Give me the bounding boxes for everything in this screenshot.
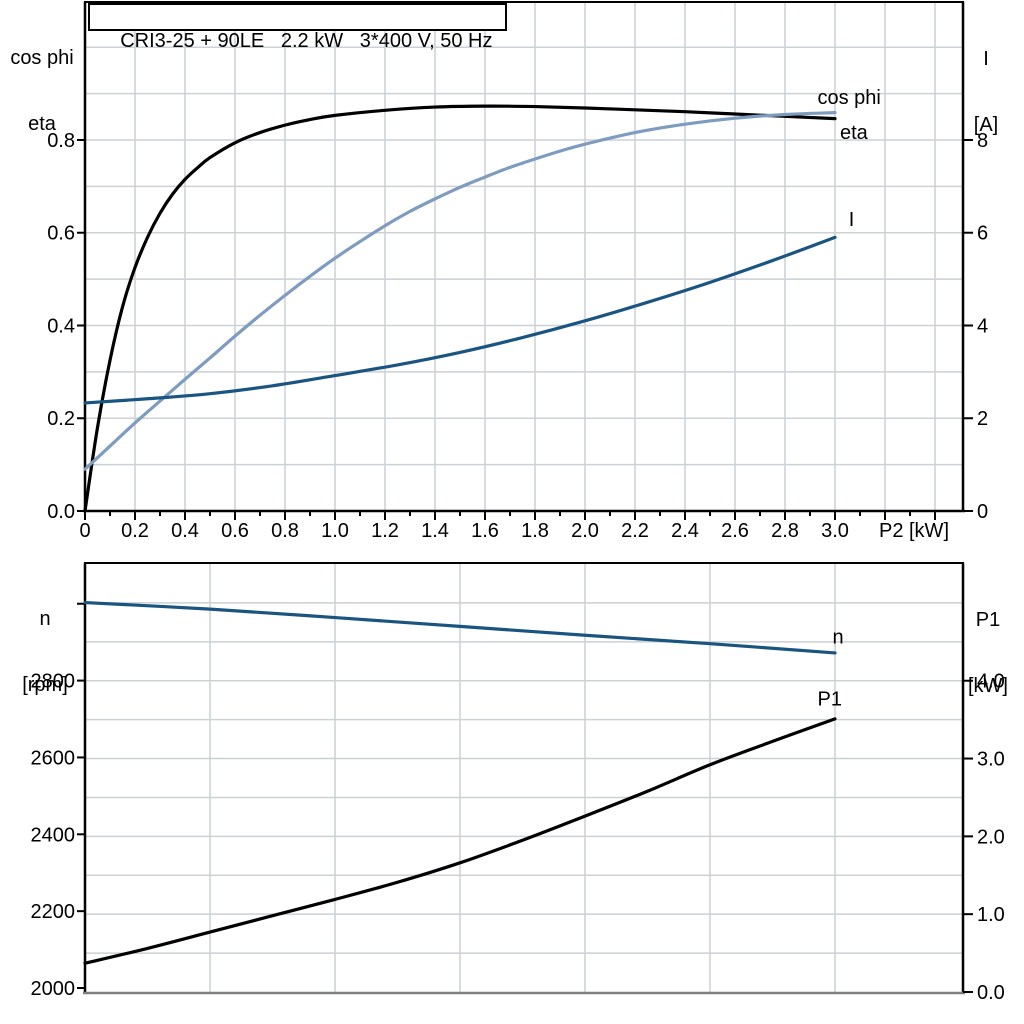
right-axis-tick-label: 4.0 [977,671,1005,693]
x-axis-tick-label: 2.2 [621,520,649,542]
x-axis-tick-label: 2.6 [721,520,749,542]
bottom-panel-frame [83,562,965,995]
bottom-panel: 2000 2200 2400 2600 2800 0.0 1.0 2.0 3.0 4.0 n P1 [31,562,1005,1004]
top-panel-ticks: 0.0 0.2 0.4 0.6 0.8 0 2 4 6 8 0 0.2 0.4 0.6 0.8 1.0 1.2 1… [47,130,988,542]
left-axis-tick-label: 2600 [31,747,76,769]
top-panel-left-axis-title: cos phi eta [4,3,80,179]
left-axis-tick-label: 0.8 [47,130,75,152]
top-panel-frame [83,1,965,513]
x-axis-tick-label: 0.8 [271,520,299,542]
axis-title-line: n [39,608,51,630]
x-axis-tick-label: 0 [79,520,90,542]
right-axis-tick-label: 4 [977,315,988,337]
curve-I [83,235,837,405]
x-axis-tick-label: 3.0 [821,520,849,542]
curve-cos-phi [83,111,837,471]
bottom-panel-ticks: 2000 2200 2400 2600 2800 0.0 1.0 2.0 3.0 4.0 [31,602,1005,1004]
chart-title: CRI3-25 + 90LE 2.2 kW 3*400 V, 50 Hz [120,30,493,52]
x-axis-tick-label: 0.6 [221,520,249,542]
right-axis-tick-label: 8 [977,130,988,152]
right-axis-tick-label: 1.0 [977,904,1005,926]
x-axis-tick-label: 1.2 [371,520,399,542]
curve-label-cos-phi: cos phi [818,87,881,109]
left-axis-tick-label: 2000 [31,978,76,1000]
curve-label-P1: P1 [818,689,842,711]
top-panel-right-axis-title: I [A] [953,4,1019,180]
axis-title-line: P1 [975,609,1001,631]
right-axis-tick-label: 2.0 [977,826,1005,848]
x-axis-tick-label: 0.4 [171,520,199,542]
left-axis-tick-label: 0.6 [47,223,75,245]
left-axis-tick-label: 0.2 [47,408,75,430]
axis-title-line: [A] [973,114,999,136]
axis-title-line: cos phi [10,47,74,69]
x-axis-tick-label: 2.8 [771,520,799,542]
curve-eta [83,104,837,513]
top-panel-curves: eta cos phi I [83,87,881,513]
left-axis-tick-label: 0.0 [47,501,75,523]
curve-label-I: I [849,209,855,231]
bottom-panel-right-axis-title: P1 [kW] [955,565,1021,741]
curve-n [83,600,837,655]
left-axis-tick-label: 2200 [31,901,76,923]
right-axis-tick-label: 2 [977,408,988,430]
x-axis-tick-label: 2.0 [571,520,599,542]
right-axis-tick-label: 0 [977,501,988,523]
x-axis-tick-label: 2.4 [671,520,699,542]
axis-title-line: [kW] [968,675,1008,697]
curve-label-eta: eta [840,122,869,144]
left-axis-tick-label: 0.4 [47,315,75,337]
x-axis-label: P2 [kW] [879,520,949,542]
bottom-panel-left-axis-title: n [rpm] [7,564,83,740]
axis-title-line: [rpm] [22,674,68,696]
axis-title-line: I [983,48,989,70]
right-axis-tick-label: 6 [977,223,988,245]
x-axis-tick-label: 0.2 [121,520,149,542]
top-panel-grid [85,2,963,511]
curve-label-n: n [833,627,844,649]
bottom-panel-curves: n P1 [83,600,844,965]
axis-title-line: eta [28,113,56,135]
x-axis-tick-label: 1.0 [321,520,349,542]
x-axis-tick-label: 1.6 [471,520,499,542]
chart-title-box: CRI3-25 + 90LE 2.2 kW 3*400 V, 50 Hz [88,3,507,52]
right-axis-tick-label: 3.0 [977,749,1005,771]
top-panel: 0.0 0.2 0.4 0.6 0.8 0 2 4 6 8 0 0.2 0.4 0.6 0.8 1.0 1.2 1… [47,1,988,542]
curve-P1 [83,717,837,965]
left-axis-tick-label: 2800 [31,671,76,693]
x-axis-tick-label: 1.4 [421,520,449,542]
x-axis-tick-label: 1.8 [521,520,549,542]
left-axis-tick-label: 2400 [31,824,76,846]
bottom-panel-grid [85,563,963,993]
right-axis-tick-label: 0.0 [977,982,1005,1004]
